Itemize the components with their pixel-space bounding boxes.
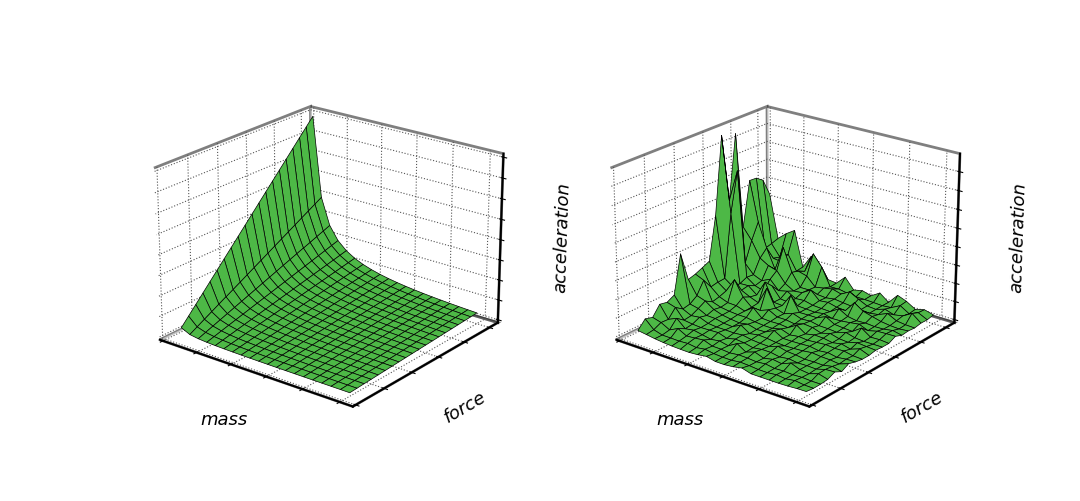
Y-axis label: force: force [897,387,946,425]
X-axis label: mass: mass [200,410,247,428]
Y-axis label: force: force [441,387,489,425]
X-axis label: mass: mass [657,410,704,428]
